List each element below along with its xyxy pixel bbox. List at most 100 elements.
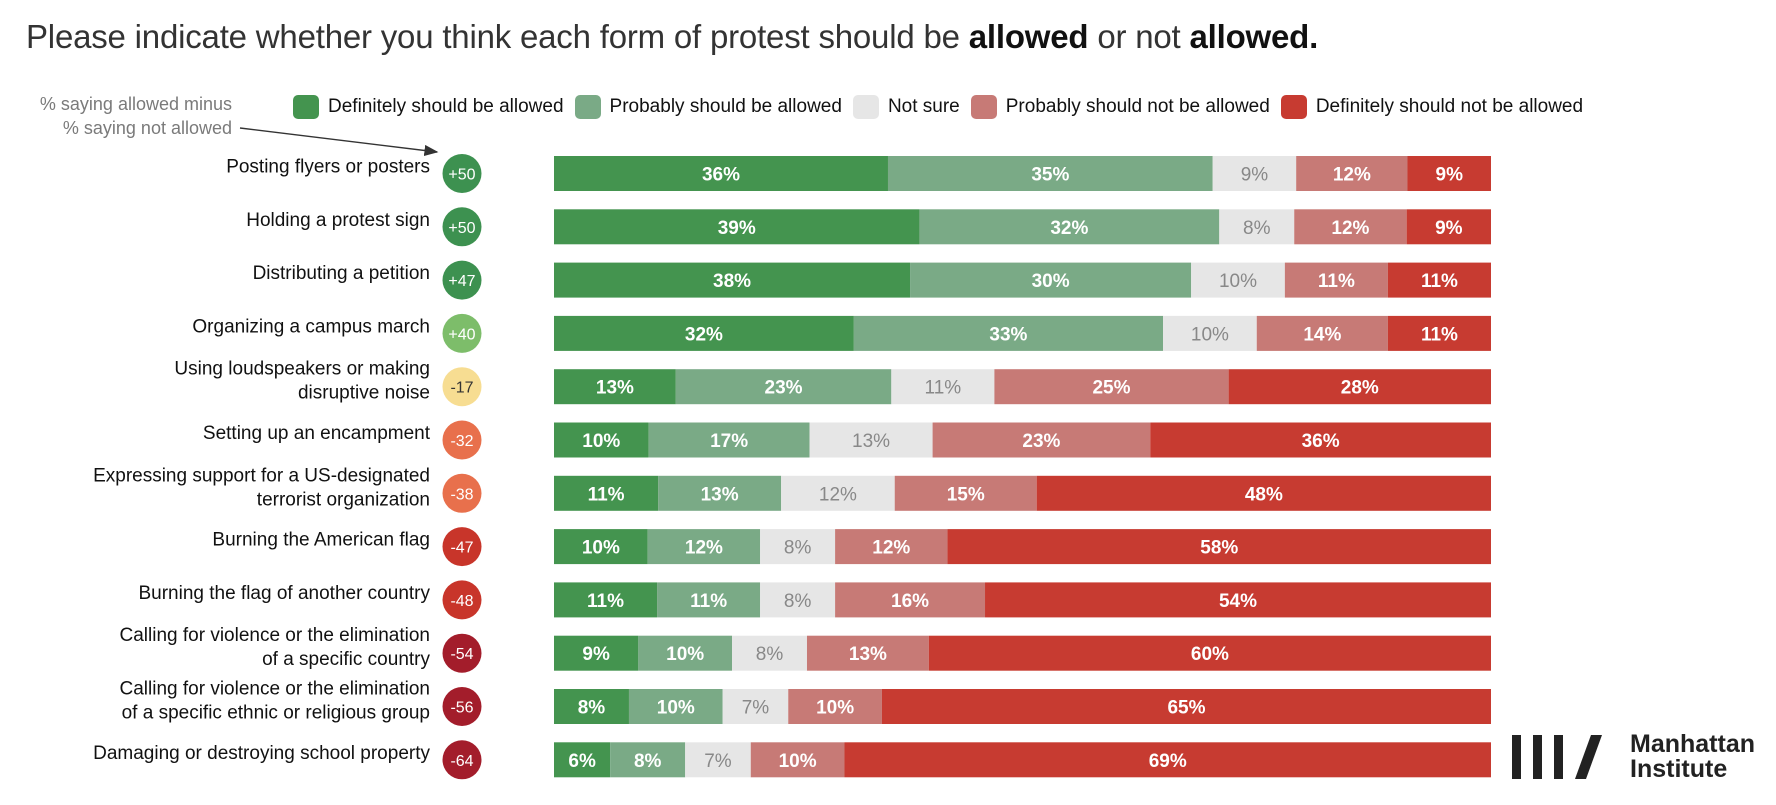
bar-value-label: 28% <box>1341 378 1379 399</box>
bar-segment <box>1256 315 1388 351</box>
title-bold-allowed: allowed <box>968 18 1089 55</box>
bar-value-label: 9% <box>582 644 610 665</box>
bar-segment <box>994 369 1229 405</box>
bar-row: Setting up an encampment -32 10% 17% 13% 23% 3… <box>203 420 1491 460</box>
net-score-label: +40 <box>448 326 475 343</box>
bar-row: Damaging or destroying school property -6… <box>93 740 1491 780</box>
legend-swatch-definitely-not-allowed <box>1280 95 1307 119</box>
bar-segment <box>1228 369 1491 405</box>
bar-row: Using loudspeakers or making disruptive n… <box>174 359 1491 407</box>
chart-legend: Definitely should be allowed Probably sh… <box>293 94 1594 120</box>
category-label: Calling for violence or the elimination <box>120 679 431 700</box>
bar-segment <box>1036 475 1491 511</box>
net-score-badge <box>442 527 482 567</box>
bar-value-label: 12% <box>1331 218 1369 239</box>
net-score-label: -17 <box>450 380 473 397</box>
bar-value-label: 10% <box>1191 324 1229 345</box>
bar-segment <box>891 369 995 405</box>
bar-value-label: 39% <box>718 218 756 239</box>
bar-segment <box>947 529 1491 565</box>
legend-item-definitely-not-allowed: Definitely should not be allowed <box>1280 95 1584 119</box>
bar-row: Organizing a campus march +40 32% 33% 10% 14%… <box>192 313 1491 353</box>
bar-value-label: 7% <box>742 698 770 719</box>
bar-segment <box>647 529 761 565</box>
bar-segment <box>628 689 723 724</box>
bar-value-label: 23% <box>1022 431 1060 452</box>
net-score-label: -54 <box>450 646 473 663</box>
category-label: disruptive noise <box>298 383 430 404</box>
category-label: of a specific country <box>262 649 430 670</box>
net-score-label: +50 <box>448 220 475 237</box>
category-label: Using loudspeakers or making <box>174 359 430 380</box>
bar-segment <box>638 635 733 671</box>
bar-value-label: 11% <box>1421 324 1458 345</box>
bar-segment <box>760 582 836 618</box>
net-score-label: -48 <box>450 593 473 610</box>
bar-segment <box>1406 209 1491 245</box>
bar-value-label: 36% <box>1302 431 1340 452</box>
legend-swatch-probably-not-allowed <box>970 95 997 119</box>
chart-title: Please indicate whether you think each f… <box>26 18 1318 56</box>
bar-segment <box>1163 315 1257 351</box>
bar-segment <box>853 315 1164 351</box>
bar-value-label: 10% <box>666 644 704 665</box>
bar-row: Burning the American flag -47 10% 12% 8% 12% 5… <box>212 527 1491 567</box>
bar-value-label: 7% <box>704 751 732 772</box>
bar-segment <box>554 315 854 351</box>
category-label: Expressing support for a US-designated <box>93 465 430 486</box>
category-label: Calling for violence or the elimination <box>120 625 431 646</box>
category-label: Burning the American flag <box>212 530 430 551</box>
bar-segment <box>1212 156 1297 191</box>
title-bold-allowed-end: allowed. <box>1189 18 1319 55</box>
bar-value-label: 8% <box>578 698 606 719</box>
bar-row: Expressing support for a US-designated te… <box>93 465 1491 513</box>
bar-segment <box>657 582 761 618</box>
bar-segment <box>894 475 1037 511</box>
net-score-badge <box>442 154 482 193</box>
bar-segment <box>554 582 658 618</box>
bar-segment <box>809 422 933 458</box>
bar-value-label: 58% <box>1200 538 1238 559</box>
bar-value-label: 33% <box>989 324 1027 345</box>
category-label: Posting flyers or posters <box>226 157 430 178</box>
bar-segment <box>658 475 782 511</box>
legend-item-not-sure: Not sure <box>852 95 960 119</box>
bar-value-label: 12% <box>872 538 910 559</box>
bar-segment <box>1150 422 1491 458</box>
bar-value-label: 30% <box>1032 271 1070 292</box>
category-label: of a specific ethnic or religious group <box>122 703 430 724</box>
bar-segment <box>1191 262 1285 298</box>
chart-rows: Posting flyers or posters +50 36% 35% 9% 12% 9… <box>93 154 1491 780</box>
bar-row: Holding a protest sign +50 39% 32% 8% 12% 9% <box>246 207 1491 247</box>
bar-value-label: 11% <box>925 378 962 399</box>
bar-segment <box>1284 262 1388 298</box>
bar-row: Distributing a petition +47 38% 30% 10% 11% 11… <box>253 260 1491 300</box>
bar-value-label: 17% <box>710 431 748 452</box>
bar-value-label: 11% <box>587 591 624 612</box>
legend-label: Definitely should not be allowed <box>1315 96 1584 117</box>
bar-value-label: 23% <box>765 378 803 399</box>
net-score-badge <box>442 687 482 726</box>
category-label: Distributing a petition <box>253 263 430 284</box>
legend-label: Not sure <box>887 96 960 117</box>
net-score-note: % saying allowed minus % saying not allo… <box>20 92 232 140</box>
net-score-label: -56 <box>450 700 473 717</box>
bar-segment <box>881 689 1491 724</box>
net-score-label: +47 <box>448 273 475 290</box>
bar-value-label: 60% <box>1191 644 1229 665</box>
net-score-badge <box>442 367 482 407</box>
net-score-badge <box>442 207 482 247</box>
bar-segment <box>781 475 895 511</box>
bar-value-label: 36% <box>702 165 740 186</box>
bar-value-label: 10% <box>1219 271 1257 292</box>
bar-segment <box>750 742 845 778</box>
net-score-badge <box>442 313 482 353</box>
bar-segment <box>1294 209 1407 245</box>
bar-segment <box>732 635 807 671</box>
bar-value-label: 69% <box>1149 751 1187 772</box>
bar-segment <box>554 209 920 245</box>
legend-swatch-probably-allowed <box>574 95 601 119</box>
bar-value-label: 10% <box>657 698 695 719</box>
bar-value-label: 10% <box>816 698 854 719</box>
